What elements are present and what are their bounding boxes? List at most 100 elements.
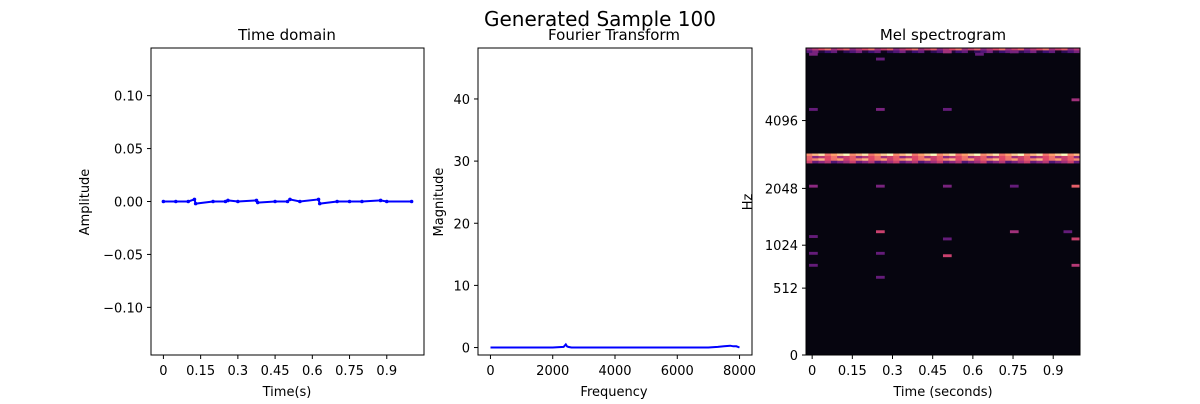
mel-band-cell — [986, 158, 994, 162]
mel-band-cell — [868, 160, 875, 164]
mel-band-cell — [1073, 160, 1081, 164]
mel-band-cell — [830, 155, 838, 159]
mel-band-cell — [899, 160, 907, 164]
mel-band-cell — [1023, 155, 1031, 159]
mel-band-cell — [862, 153, 869, 157]
mel-band-cell — [880, 153, 888, 157]
mel-band-cell — [930, 158, 938, 162]
mel-band-cell — [1055, 50, 1062, 54]
mel-band-cell — [849, 50, 857, 54]
mel-band-cell — [1048, 155, 1056, 159]
time-domain-point — [273, 199, 277, 204]
mel-band-cell — [999, 155, 1006, 159]
mel-band-cell — [824, 155, 832, 159]
mel-band-cell — [1042, 153, 1050, 157]
mel-band-cell — [862, 158, 869, 162]
mel-band-cell — [967, 158, 975, 162]
mel-spot-cell — [809, 235, 818, 238]
mel-band-cell — [999, 153, 1006, 157]
mel-band-cell — [1011, 158, 1019, 162]
time-domain-xtick-label: 0 — [159, 364, 167, 379]
mel-band-cell — [930, 48, 938, 51]
mel-band-cell — [924, 48, 932, 51]
mel-band-cell — [967, 155, 975, 159]
mel-band-cell — [886, 160, 894, 164]
mel-ytick-label: 1024 — [765, 239, 798, 254]
mel-band-cell — [1073, 153, 1081, 157]
mel-band-cell — [918, 153, 925, 157]
mel-spot-cell — [942, 50, 952, 54]
time-domain-point — [347, 199, 352, 204]
mel-band-cell — [1023, 50, 1031, 54]
mel-band-cell — [824, 153, 832, 157]
mel-band-cell — [1036, 155, 1044, 159]
mel-band-cell — [1017, 50, 1025, 54]
time-domain-xtick-label: 0.6 — [302, 364, 323, 379]
mel-band-cell — [843, 155, 851, 159]
mel-band-cell — [1011, 153, 1019, 157]
mel-band-cell — [905, 48, 913, 51]
mel-band-cell — [1055, 153, 1062, 157]
time-domain-point — [211, 199, 215, 204]
time-domain-ytick-label: −0.05 — [103, 248, 143, 263]
mel-band-cell — [855, 158, 863, 162]
mel-spot-cell — [809, 263, 818, 267]
mel-band-cell — [980, 155, 988, 159]
mel-band-cell — [812, 158, 819, 162]
mel-band-cell — [818, 50, 826, 54]
fourier-xtick-label: 8000 — [723, 364, 756, 379]
mel-band-cell — [974, 153, 981, 157]
mel-band-cell — [899, 48, 907, 51]
mel-band-cell — [980, 48, 988, 51]
mel-band-cell — [955, 155, 963, 159]
mel-band-cell — [949, 50, 956, 54]
mel-spot-cell — [1009, 230, 1019, 234]
mel-band-cell — [1017, 158, 1025, 162]
mel-band-cell — [837, 48, 844, 51]
mel-band-cell — [999, 158, 1006, 162]
mel-xtick-label: 0.9 — [1043, 364, 1064, 379]
mel-spot-cell — [942, 107, 952, 111]
mel-band-cell — [936, 153, 944, 157]
time-domain-xtick-label: 0.75 — [335, 364, 364, 379]
mel-spot-cell — [876, 184, 885, 188]
mel-spot-cell — [876, 57, 885, 61]
time-domain-point — [409, 199, 414, 204]
mel-band-cell — [1011, 160, 1019, 164]
mel-band-cell — [936, 48, 944, 51]
mel-band-cell — [918, 158, 925, 162]
mel-band-cell — [837, 160, 844, 164]
time-domain-point — [378, 198, 383, 203]
mel-band-cell — [874, 153, 882, 157]
fourier-xtick-label: 0 — [486, 364, 494, 379]
mel-band-cell — [911, 153, 919, 157]
mel-band-cell — [1067, 160, 1075, 164]
mel-band-cell — [924, 155, 932, 159]
mel-band-cell — [1042, 155, 1050, 159]
mel-band-cell — [949, 160, 956, 164]
mel-band-cell — [1073, 158, 1081, 162]
mel-band-cell — [986, 48, 994, 51]
time-domain-xtick-label: 0.15 — [186, 364, 215, 379]
mel-band-cell — [874, 50, 882, 54]
mel-band-cell — [992, 155, 1000, 159]
mel-band-cell — [1073, 48, 1081, 51]
mel-band-cell — [824, 160, 832, 164]
mel-band-cell — [1005, 155, 1012, 159]
mel-band-cell — [1036, 48, 1044, 51]
fourier-ytick-label: 20 — [453, 217, 470, 232]
mel-band-cell — [1005, 48, 1012, 51]
mel-band-cell — [880, 160, 888, 164]
mel-band-cell — [855, 155, 863, 159]
mel-band-cell — [905, 160, 913, 164]
mel-band-cell — [855, 160, 863, 164]
mel-band-cell — [855, 50, 863, 54]
mel-band-cell — [992, 158, 1000, 162]
mel-band-cell — [874, 155, 882, 159]
mel-band-cell — [911, 160, 919, 164]
mel-band-cell — [880, 50, 888, 54]
mel-band-cell — [843, 153, 851, 157]
mel-band-cell — [930, 155, 938, 159]
mel-band-cell — [1005, 50, 1012, 54]
